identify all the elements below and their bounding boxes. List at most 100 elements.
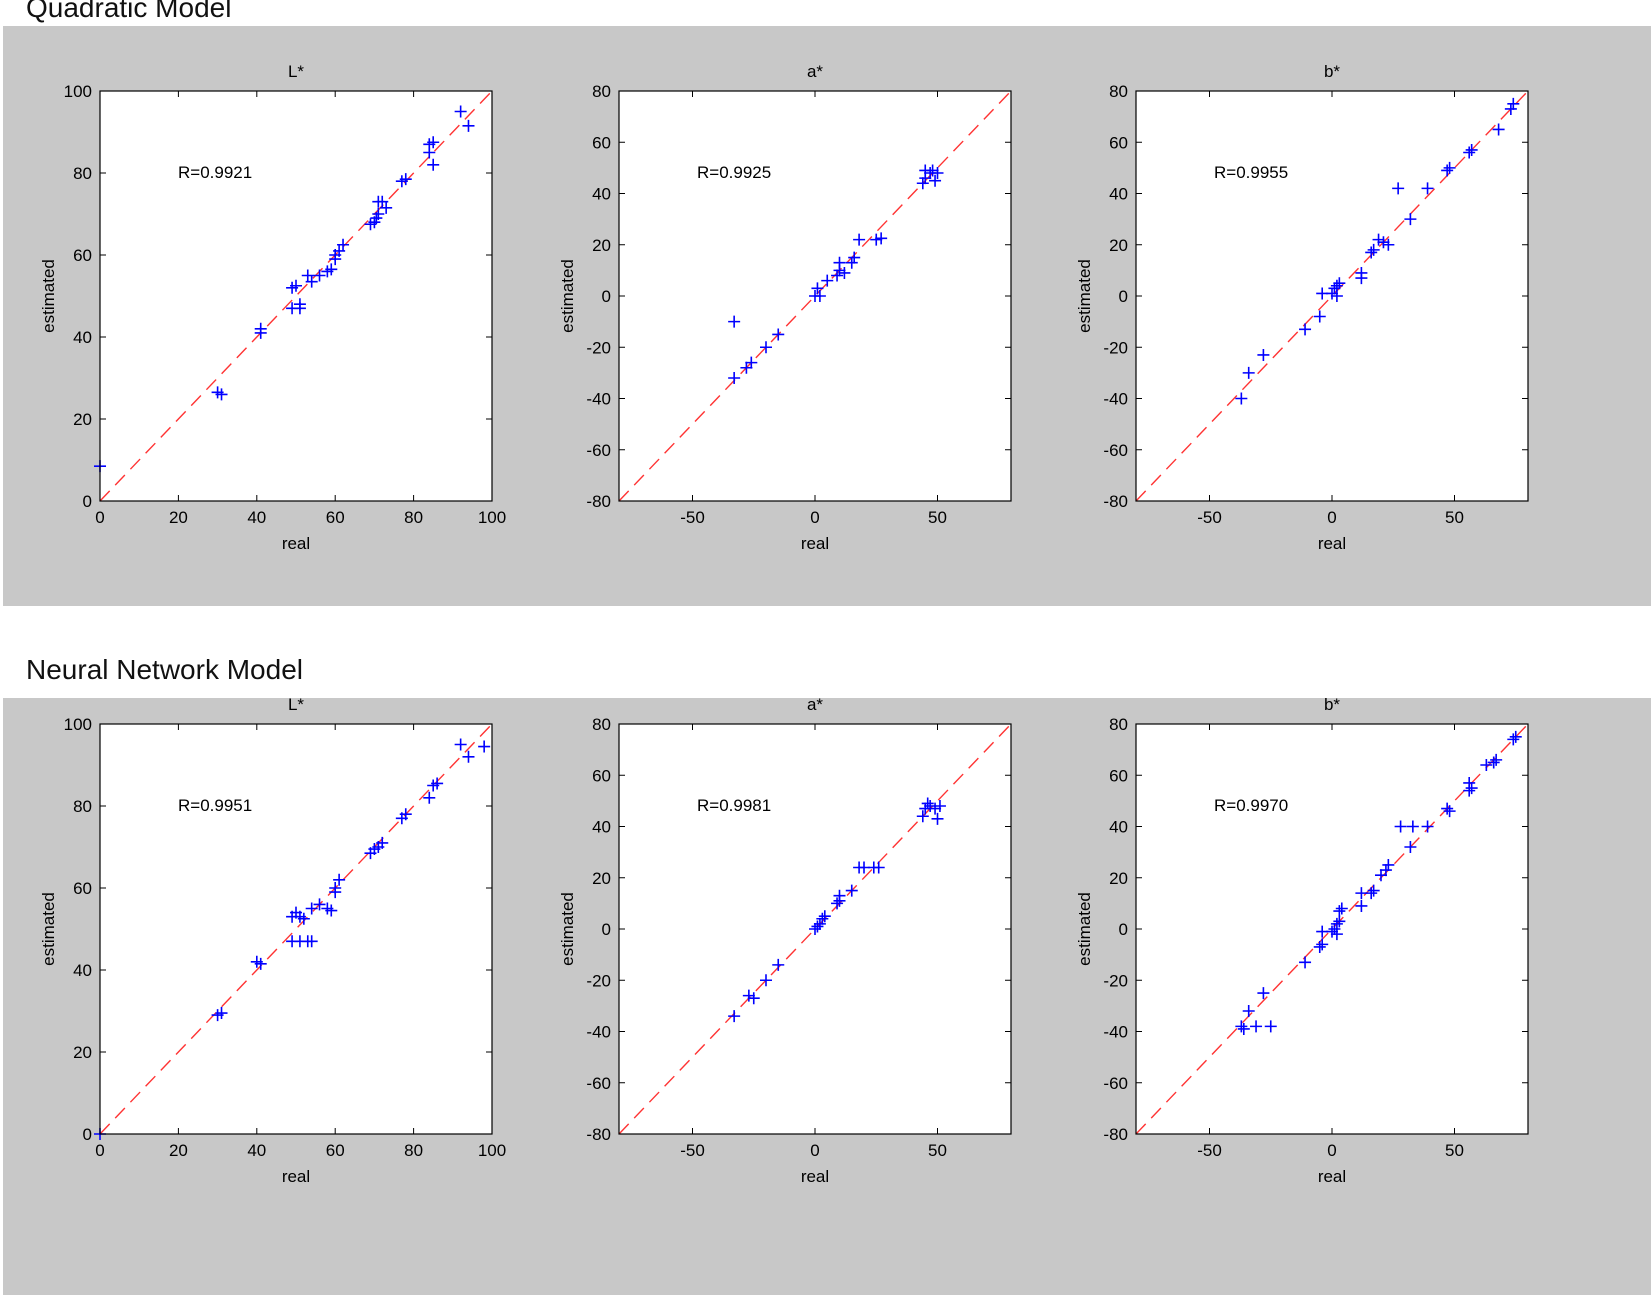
data-point xyxy=(329,253,342,266)
y-axis-label: estimated xyxy=(558,892,577,966)
data-point xyxy=(742,989,755,1002)
data-point xyxy=(933,800,946,812)
y-tick-label: -40 xyxy=(1103,1023,1128,1042)
correlation-annotation: R=0.9970 xyxy=(1214,796,1288,815)
scatter-plot-3: -50 0 50 -80 -60 -40 -20 0 20 40 60 80 b* real estimat… xyxy=(1075,62,1529,553)
data-point xyxy=(929,174,942,187)
scatter-plot-2: -50 0 50 -80 -60 -40 -20 0 20 40 60 80 a* real estimat… xyxy=(558,62,1012,553)
data-point xyxy=(1335,902,1348,915)
data-point xyxy=(728,372,741,384)
data-point xyxy=(1421,820,1434,833)
data-point xyxy=(427,136,440,149)
data-point xyxy=(931,167,944,179)
correlation-annotation: R=0.9955 xyxy=(1214,163,1288,182)
x-tick-label: 50 xyxy=(928,1141,947,1160)
data-point xyxy=(926,164,939,177)
x-tick-label: 80 xyxy=(404,1141,423,1160)
x-axis-label: real xyxy=(801,1167,829,1186)
scatter-plot-6: -50 0 50 -80 -60 -40 -20 0 20 40 60 80 b* real estimat… xyxy=(1075,695,1529,1186)
data-point xyxy=(1328,282,1341,295)
reference-line xyxy=(1135,90,1529,502)
data-point xyxy=(1313,940,1326,953)
data-point xyxy=(1372,233,1385,246)
scatter-plot-4: 0 20 40 60 80 100 0 20 40 60 80 100 L* real estimated R… xyxy=(39,695,506,1186)
data-point xyxy=(1313,310,1326,323)
y-tick-label: 20 xyxy=(1109,236,1128,255)
data-point xyxy=(254,326,267,339)
y-tick-label: -20 xyxy=(1103,338,1128,357)
data-point xyxy=(821,274,834,287)
x-tick-label: 40 xyxy=(247,508,266,527)
data-point xyxy=(816,912,829,925)
y-tick-label: 80 xyxy=(592,715,611,734)
plot-title: a* xyxy=(807,62,823,81)
data-point xyxy=(293,298,306,311)
x-tick-label: 100 xyxy=(478,1141,506,1160)
data-point xyxy=(1443,161,1456,174)
data-point xyxy=(1379,864,1392,877)
data-point xyxy=(1355,899,1368,912)
data-point xyxy=(313,269,326,282)
data-point xyxy=(372,208,385,220)
y-tick-label: -20 xyxy=(1103,971,1128,990)
data-point xyxy=(811,282,824,295)
y-tick-label: 0 xyxy=(83,492,92,511)
data-point xyxy=(833,256,846,269)
y-tick-label: -40 xyxy=(586,390,611,409)
data-point xyxy=(848,251,861,264)
data-point xyxy=(462,119,475,132)
x-tick-label: 60 xyxy=(326,1141,345,1160)
x-tick-label: 0 xyxy=(95,1141,104,1160)
data-point xyxy=(1507,97,1520,110)
y-tick-label: 60 xyxy=(1109,133,1128,152)
data-point xyxy=(931,812,944,825)
correlation-annotation: R=0.9921 xyxy=(178,163,252,182)
data-point xyxy=(813,290,826,302)
neural-network-model-title: Neural Network Model xyxy=(26,654,303,685)
data-point xyxy=(831,269,844,282)
data-point xyxy=(1242,1005,1255,1017)
data-point xyxy=(337,238,350,251)
x-tick-label: 0 xyxy=(810,1141,819,1160)
quadratic-model-title: Quadratic Model xyxy=(26,0,232,23)
data-point xyxy=(399,808,412,821)
data-point xyxy=(740,361,753,374)
data-point xyxy=(772,958,785,971)
data-point xyxy=(1490,753,1503,766)
data-point xyxy=(1250,1020,1263,1033)
data-point xyxy=(1394,820,1407,833)
x-tick-label: -50 xyxy=(1197,1141,1222,1160)
data-point xyxy=(818,910,831,923)
data-point xyxy=(325,904,338,917)
y-tick-label: -20 xyxy=(586,338,611,357)
y-tick-label: 20 xyxy=(73,1043,92,1062)
data-point xyxy=(305,902,318,915)
y-tick-label: 80 xyxy=(73,164,92,183)
data-point xyxy=(728,315,741,328)
x-axis-label: real xyxy=(1318,1167,1346,1186)
reference-line xyxy=(99,723,493,1135)
reference-line xyxy=(99,90,493,502)
x-tick-label: -50 xyxy=(680,508,705,527)
data-point xyxy=(1333,905,1346,918)
plot-area: -50 0 50 -80 -60 -40 -20 0 20 40 60 80 a* real estimat… xyxy=(558,695,1012,1186)
data-point xyxy=(760,974,772,987)
plot-title: b* xyxy=(1324,62,1340,81)
scatter-plot-1: 0 20 40 60 80 100 0 20 40 60 80 100 L* real estimated R… xyxy=(39,62,506,553)
reference-line xyxy=(1135,723,1529,1135)
x-tick-label: 60 xyxy=(326,508,345,527)
data-point xyxy=(454,105,467,118)
data-point xyxy=(1367,243,1380,256)
y-tick-label: 0 xyxy=(83,1125,92,1144)
data-point xyxy=(1330,917,1343,930)
data-point xyxy=(1299,956,1312,969)
data-point xyxy=(1392,182,1405,195)
plot-title: L* xyxy=(288,695,304,714)
y-tick-label: 80 xyxy=(73,797,92,816)
y-tick-label: -60 xyxy=(586,441,611,460)
y-tick-label: 40 xyxy=(73,328,92,347)
x-tick-label: 50 xyxy=(1445,508,1464,527)
data-point xyxy=(1326,925,1338,938)
data-point xyxy=(1330,928,1343,941)
data-point xyxy=(376,836,389,849)
